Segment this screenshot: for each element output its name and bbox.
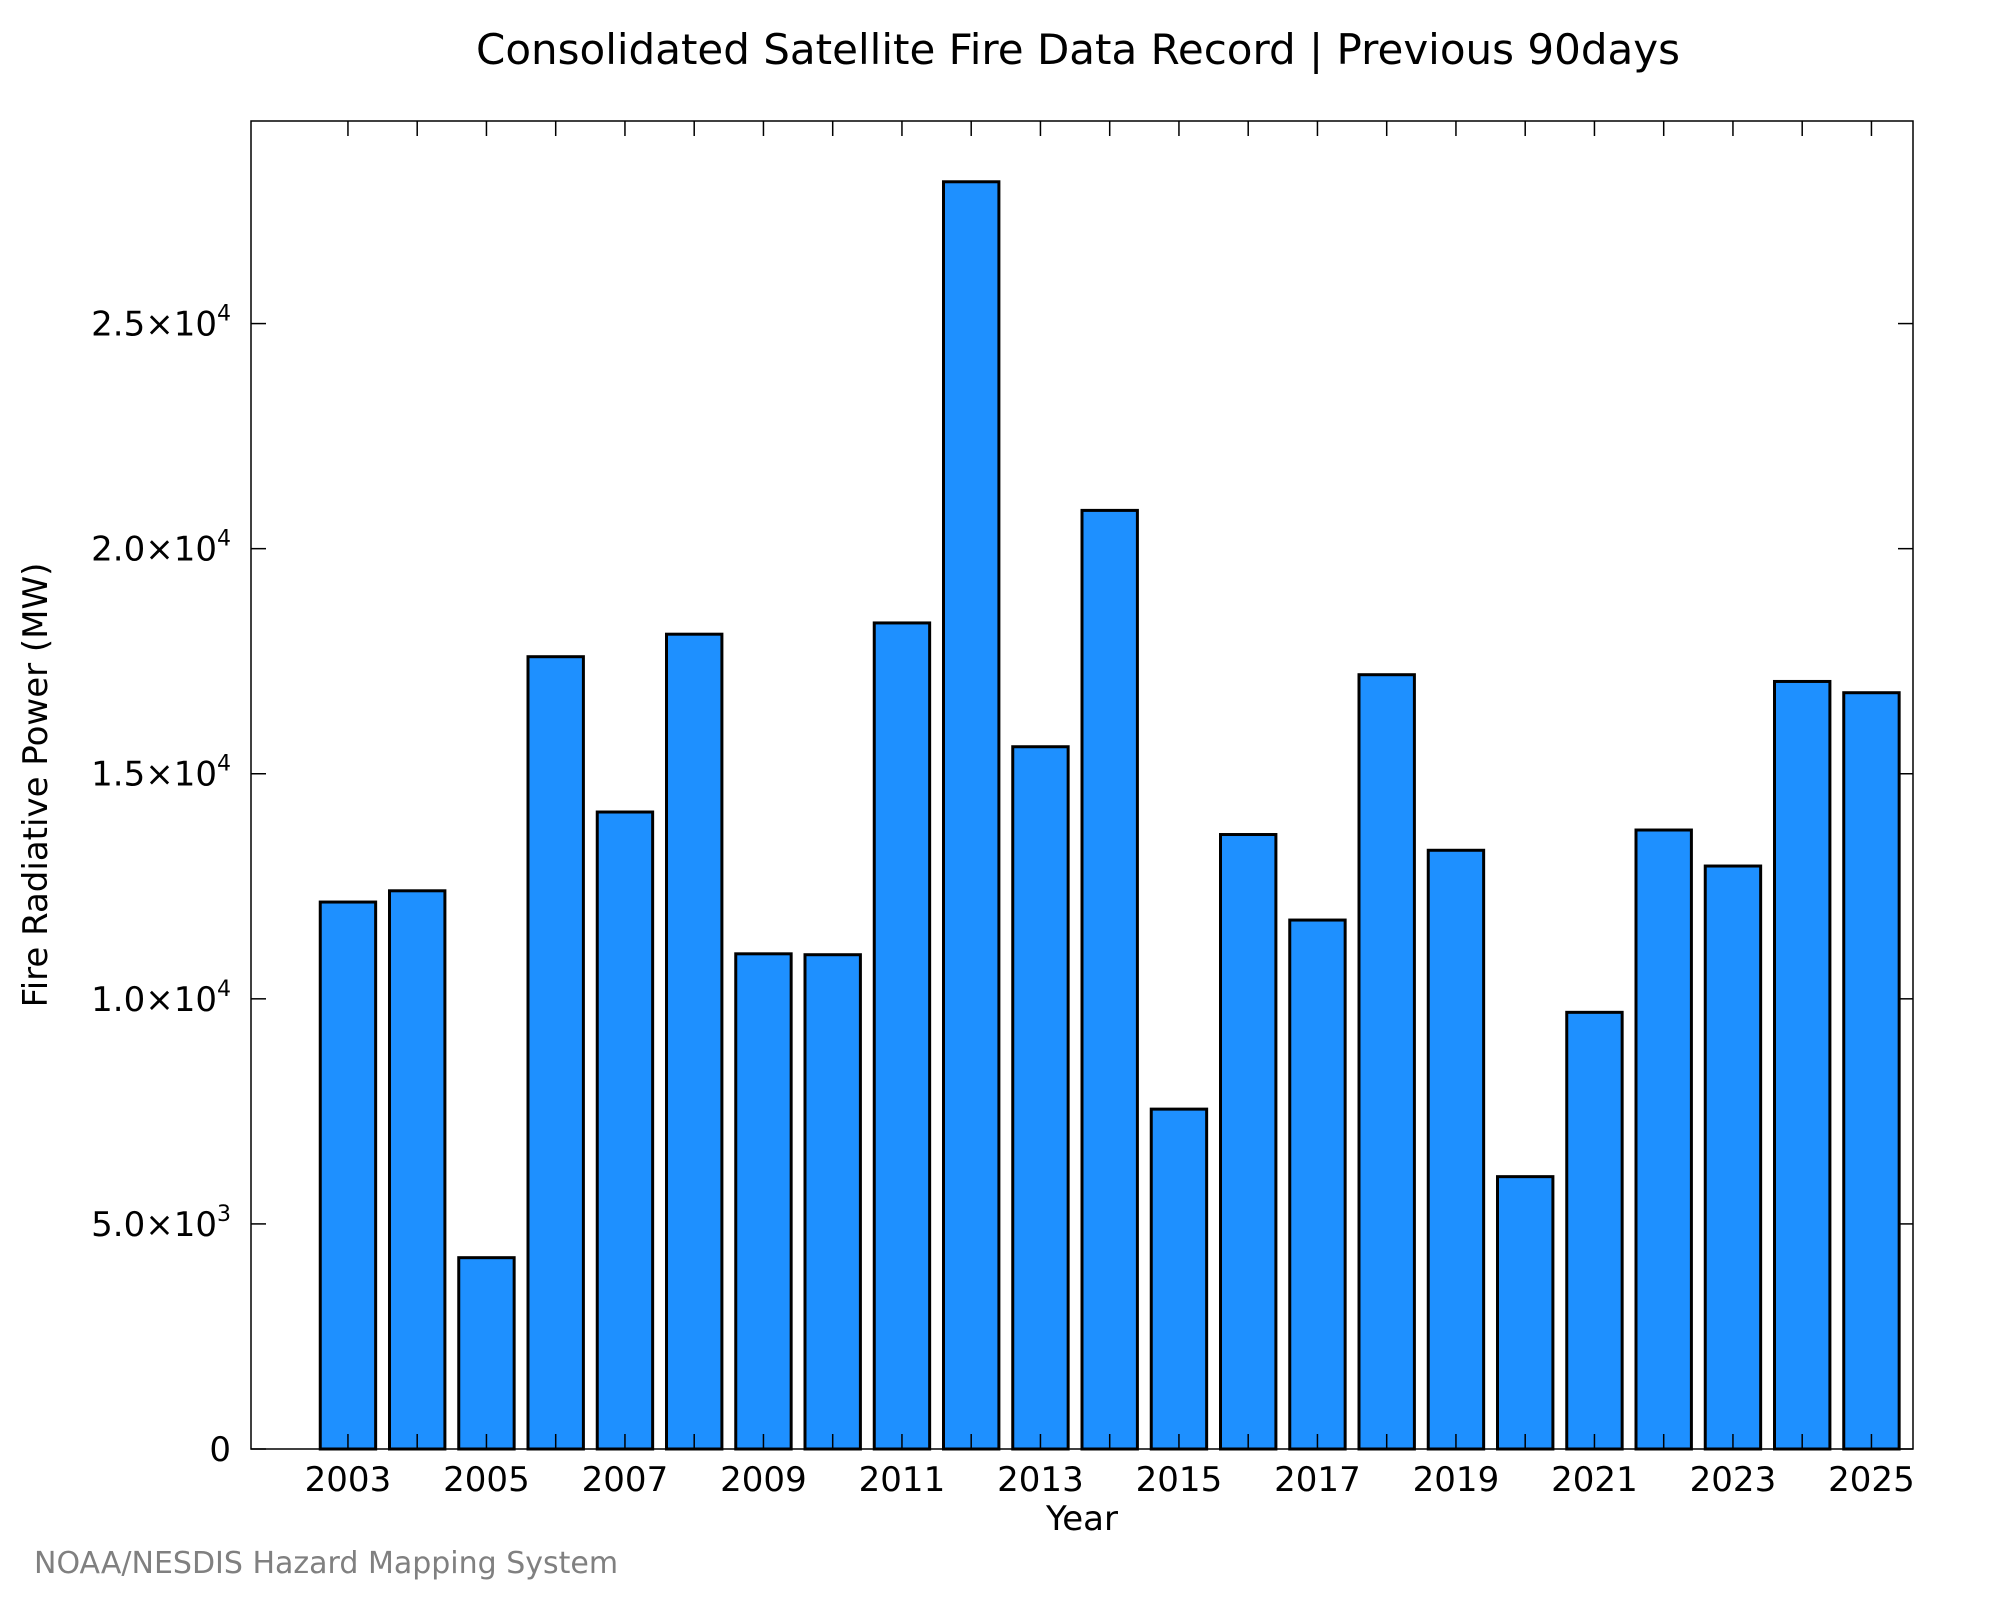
bar-2007 xyxy=(595,810,655,1451)
x-tick-label: 2003 xyxy=(305,1460,392,1500)
y-tick-label: 0 xyxy=(209,1430,231,1470)
y-tick-label: 1.0×104 xyxy=(91,977,231,1020)
plot-frame xyxy=(250,120,1914,1450)
x-tick-label: 2023 xyxy=(1690,1460,1777,1500)
x-tick-label: 2015 xyxy=(1136,1460,1223,1500)
bar-2016 xyxy=(1219,833,1278,1451)
bar-2004 xyxy=(388,889,447,1451)
bar-2014 xyxy=(1080,508,1139,1451)
x-tick-label: 2011 xyxy=(859,1460,946,1500)
bar-2005 xyxy=(457,1256,516,1451)
bar-2013 xyxy=(1011,745,1070,1451)
x-tick-label: 2013 xyxy=(997,1460,1084,1500)
bar-2022 xyxy=(1634,828,1693,1451)
bar-2024 xyxy=(1773,679,1832,1451)
bar-2020 xyxy=(1496,1175,1555,1451)
x-axis: 2003 2005 2007 2009 2011 2013 2015 2017 2019 2021… xyxy=(305,121,1915,1500)
bar-2012 xyxy=(942,180,1001,1451)
bar-2018 xyxy=(1357,673,1416,1451)
bar-2009 xyxy=(734,952,793,1451)
bar-2008 xyxy=(665,632,724,1451)
bar-2019 xyxy=(1426,848,1486,1451)
x-tick-label: 2017 xyxy=(1274,1460,1361,1500)
bar-2011 xyxy=(872,621,932,1451)
y-tick-label: 2.0×104 xyxy=(91,527,231,570)
y-axis-label: Fire Radiative Power (MW) xyxy=(16,563,56,1008)
x-axis-label: Year xyxy=(1045,1499,1118,1539)
bar-2003 xyxy=(318,900,378,1451)
x-tick-label: 2009 xyxy=(720,1460,807,1500)
y-tick-label: 1.5×104 xyxy=(91,752,231,795)
bars xyxy=(318,180,1901,1451)
y-axis: 0 5.0×103 1.0×104 1.5×104 2.0×104 2.5×104 xyxy=(91,302,1913,1470)
bar-2006 xyxy=(526,655,585,1451)
x-tick-label: 2021 xyxy=(1551,1460,1638,1500)
bar-2023 xyxy=(1703,864,1763,1451)
x-tick-label: 2019 xyxy=(1413,1460,1500,1500)
y-tick-label: 2.5×104 xyxy=(91,302,231,345)
bar-2025 xyxy=(1842,691,1901,1451)
credit-text: NOAA/NESDIS Hazard Mapping System xyxy=(34,1546,618,1581)
x-tick-label: 2025 xyxy=(1828,1460,1915,1500)
bar-2017 xyxy=(1288,918,1347,1451)
x-tick-label: 2007 xyxy=(582,1460,669,1500)
y-tick-label: 5.0×103 xyxy=(91,1202,231,1245)
bar-2021 xyxy=(1565,1010,1624,1451)
chart-title: Consolidated Satellite Fire Data Record … xyxy=(476,25,1680,74)
bar-2015 xyxy=(1149,1107,1209,1451)
x-tick-label: 2005 xyxy=(443,1460,530,1500)
bar-2010 xyxy=(803,953,862,1451)
